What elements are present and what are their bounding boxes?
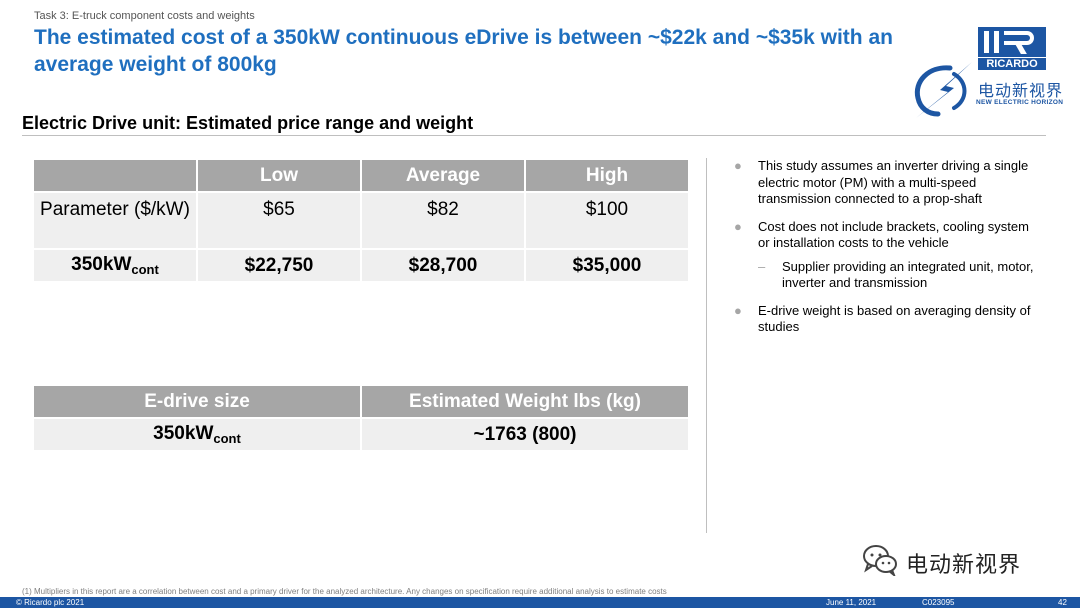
row-label-main: 350kW xyxy=(71,254,132,275)
footnote: (1) Multipliers in this report are a cor… xyxy=(22,587,667,596)
section-divider xyxy=(22,135,1046,136)
bullet-list: ● This study assumes an inverter driving… xyxy=(734,158,1034,347)
footer-date: June 11, 2021 xyxy=(826,598,877,607)
bullet-dot-icon: ● xyxy=(734,158,742,173)
footer-code: C023095 xyxy=(922,598,955,607)
cell-350-low: $22,750 xyxy=(198,250,360,281)
weight-table: E-drive size Estimated Weight lbs (kg) 3… xyxy=(32,384,690,452)
bullet-dash-icon: – xyxy=(758,258,766,274)
brand-name-cn: 电动新视界 xyxy=(978,83,1064,100)
bullet-text: E-drive weight is based on averaging den… xyxy=(758,302,1031,335)
footer-bar: © Ricardo plc 2021 June 11, 2021 C023095… xyxy=(0,597,1080,608)
bullet-text: This study assumes an inverter driving a… xyxy=(758,158,1029,206)
header-edrive-size: E-drive size xyxy=(34,386,360,417)
header-average: Average xyxy=(362,160,524,191)
weight-table-header: E-drive size Estimated Weight lbs (kg) xyxy=(34,386,688,417)
page-number: 42 xyxy=(1058,598,1067,607)
price-table: Low Average High Parameter ($/kW) $65 $8… xyxy=(32,158,690,283)
header-estimated-weight: Estimated Weight lbs (kg) xyxy=(362,386,688,417)
cell-param-average: $82 xyxy=(362,193,524,248)
bullet-dot-icon: ● xyxy=(734,302,742,318)
cell-350-high: $35,000 xyxy=(526,250,688,281)
cell-param-high: $100 xyxy=(526,193,688,248)
table-row: 350kWcont $22,750 $28,700 $35,000 xyxy=(34,250,688,281)
bullet-dot-icon: ● xyxy=(734,218,742,234)
cell-350-average: $28,700 xyxy=(362,250,524,281)
table-row: 350kWcont ~1763 (800) xyxy=(34,419,688,450)
wechat-icon xyxy=(863,545,897,576)
header-empty xyxy=(34,160,196,191)
brand-name-en: NEW ELECTRIC HORIZON xyxy=(976,99,1064,106)
slide-headline: The estimated cost of a 350kW continuous… xyxy=(34,26,893,76)
list-item: – Supplier providing an integrated unit,… xyxy=(734,259,1034,292)
watermark-name: 电动新视界 xyxy=(906,552,1022,577)
section-title: Electric Drive unit: Estimated price ran… xyxy=(22,113,474,133)
ricardo-logo-text: RICARDO xyxy=(978,57,1046,70)
row-label-subscript: cont xyxy=(131,262,159,277)
price-table-header: Low Average High xyxy=(34,160,688,191)
bullet-text: Cost does not include brackets, cooling … xyxy=(758,218,1029,251)
row-label-main: 350kW xyxy=(153,423,214,444)
header-high: High xyxy=(526,160,688,191)
vertical-divider xyxy=(706,158,707,533)
row-label-parameter: Parameter ($/kW) xyxy=(34,193,196,248)
task-label: Task 3: E-truck component costs and weig… xyxy=(34,10,255,22)
cell-param-low: $65 xyxy=(198,193,360,248)
list-item: ● Cost does not include brackets, coolin… xyxy=(734,219,1034,252)
ricardo-mark-icon xyxy=(978,27,1046,57)
footer-copyright: © Ricardo plc 2021 xyxy=(16,598,85,607)
list-item: ● This study assumes an inverter driving… xyxy=(734,158,1034,208)
table-row: Parameter ($/kW) $65 $82 $100 xyxy=(34,193,688,248)
row-label-subscript: cont xyxy=(213,431,241,446)
cell-weight: ~1763 (800) xyxy=(362,419,688,450)
row-label-350kw: 350kWcont xyxy=(34,250,196,281)
list-item: ● E-drive weight is based on averaging d… xyxy=(734,303,1034,336)
ricardo-logo: RICARDO xyxy=(978,27,1046,71)
lightning-swirl-icon xyxy=(914,62,972,118)
sub-bullet-text: Supplier providing an integrated unit, m… xyxy=(782,258,1034,291)
row-label-350kw: 350kWcont xyxy=(34,419,360,450)
header-low: Low xyxy=(198,160,360,191)
